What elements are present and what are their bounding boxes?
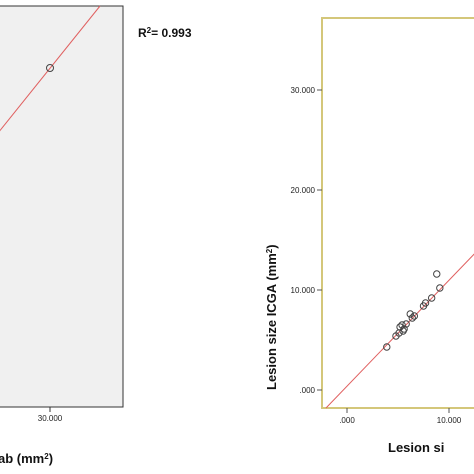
right-data-point [436,284,444,292]
left-x-axis-label: ab (mm2) [0,451,53,466]
right-y-tick-label: 30.000 [291,86,316,95]
right-data-point [383,343,391,351]
r-squared-annotation: R2= 0.993 [138,26,192,41]
right-y-ticks: .000 10.000 20.000 30.000 [291,86,322,395]
right-data-point [402,320,410,328]
right-panel: .000 10.000 20.000 30.000 .000 10.000 Lesion… [264,17,474,455]
right-data-point [406,310,414,318]
right-plot-area [321,17,474,409]
right-data-point [410,312,419,320]
left-fit-line [0,5,101,132]
right-data-point [433,270,441,278]
left-points [46,64,54,72]
left-x-tick-label: 30.000 [38,414,63,423]
right-points [383,270,444,351]
right-x-axis-label: Lesion si [388,440,444,455]
right-y-axis-label: Lesion size ICGA (mm2) [264,244,279,390]
right-data-point [400,325,408,333]
right-x-tick-label: 10.000 [437,416,462,425]
left-panel: 30.000 ab (mm2) [0,5,124,466]
left-plot-area [0,5,124,408]
right-x-tick-label: .000 [339,416,355,425]
right-data-point [421,299,430,307]
left-data-point [46,64,54,72]
right-data-point [408,314,416,322]
right-y-tick-label: .000 [299,386,315,395]
right-data-point [427,294,436,302]
right-x-ticks: .000 10.000 [339,408,462,425]
right-y-tick-label: 20.000 [291,186,316,195]
right-y-tick-label: 10.000 [291,286,316,295]
